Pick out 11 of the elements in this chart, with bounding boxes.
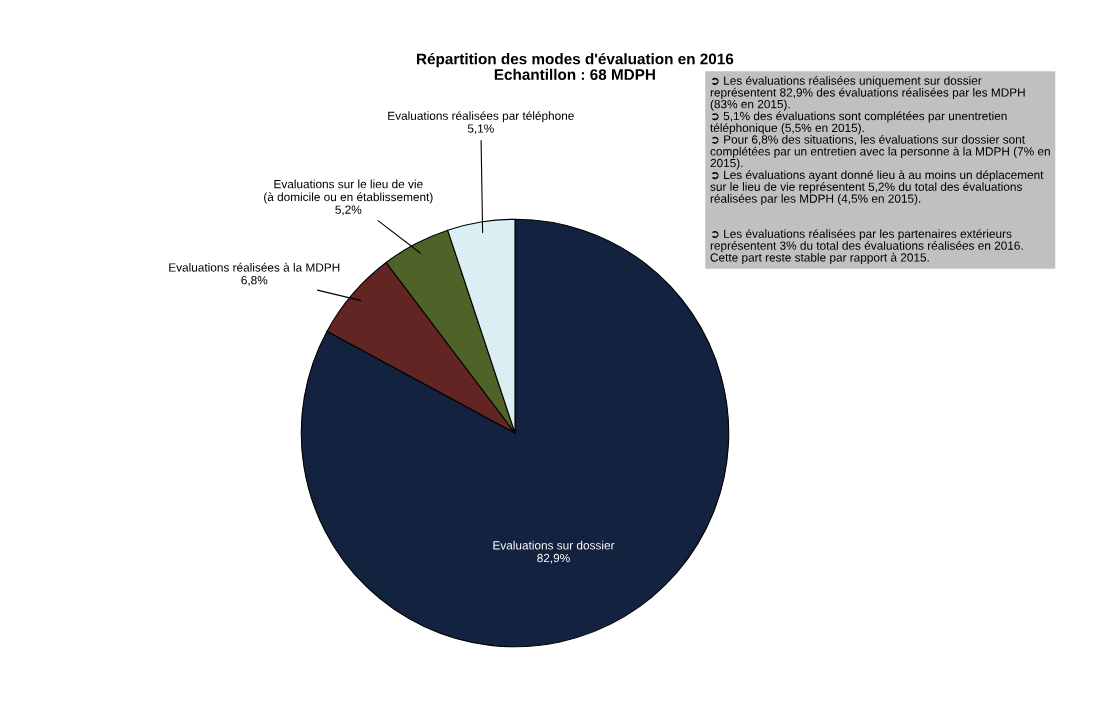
slice-label: Evaluations sur le lieu de vie (à domicile ou en établissement) (264, 179, 433, 204)
data-label: 6,8% (241, 276, 268, 286)
slice-label: Evaluations sur dossier (493, 540, 615, 550)
chart-title: Répartition des modes d'évaluation en 2016 (417, 52, 734, 68)
slice-label: Evaluations réalisées à la MDPH (169, 262, 340, 272)
data-label: 82,9% (537, 553, 570, 564)
text: ➲ Les évaluations réalisées uniquement sur dossier représentent 82,9% des évaluations réalisées par les MDPH (83% en 2015). ➲ 5,1% des évaluations sont complétées par unentretien téléphonique (5,5% en 2015). ➲ Pour 6,8% des situations, les évaluations sur dossier sont complétées par un entretien avec la personne à la MDPH (7% en 2015). ➲ Les évaluations ayant donné lieu à au moins un déplacement sur le lieu de vie représentent 5,2% du total des évaluations réalisées par les MDPH (4,5% en 2015). ➲ Les évaluations réalisées par les partenaires extérieurs représentent 3% du total des évaluations réalisées en 2016. Cette part reste stable par rapport à 2015. (710, 76, 1050, 264)
chart-subtitle: Echantillon : 68 MDPH (494, 68, 655, 80)
data-label: 5,1% (467, 124, 494, 135)
slice-label: Evaluations réalisées par téléphone (388, 111, 574, 123)
data-label: 5,2% (335, 205, 362, 216)
